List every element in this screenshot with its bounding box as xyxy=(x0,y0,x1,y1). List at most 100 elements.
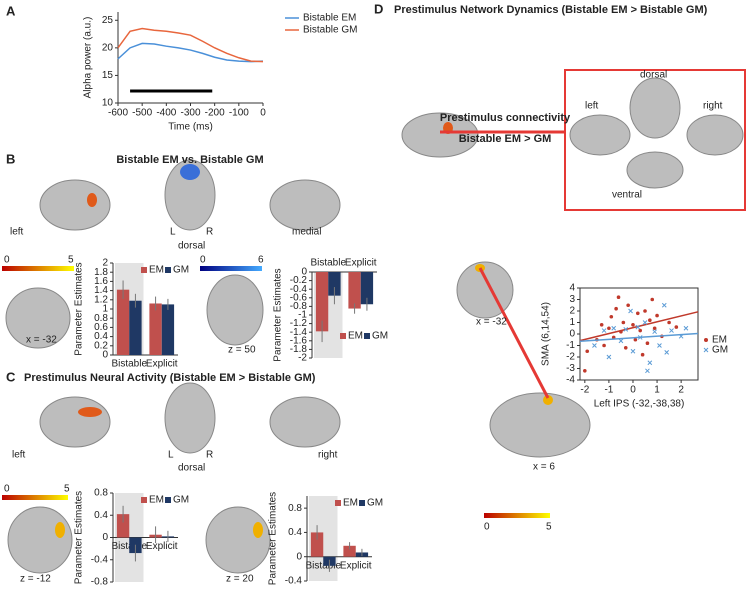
colorbar xyxy=(2,495,68,500)
brain-label: z = 50 xyxy=(228,345,256,356)
y-tick-label: -4 xyxy=(566,375,575,386)
brain-label: x = 6 xyxy=(533,462,555,473)
point xyxy=(618,338,624,344)
point xyxy=(640,352,645,357)
brain-label: Bistable EM > GM xyxy=(459,133,552,145)
legend-label: GM xyxy=(173,495,189,506)
y-tick-label: -1.6 xyxy=(290,335,308,346)
y-tick-label: 0.8 xyxy=(288,503,302,514)
colorbar-label: 0 xyxy=(4,484,10,495)
x-tick-label: Bistable xyxy=(111,359,147,370)
colorbar-label: 0 xyxy=(484,522,490,533)
activation xyxy=(180,164,200,180)
y-axis-label: Parameter Estimates xyxy=(273,268,284,361)
brain-label: L xyxy=(168,450,174,461)
point xyxy=(635,311,640,316)
point xyxy=(614,306,618,311)
brain-label: x = -32 xyxy=(26,335,57,346)
y-tick-label: 0 xyxy=(301,267,307,278)
y-tick-label: -0.6 xyxy=(290,292,308,303)
point xyxy=(601,328,607,333)
brain-label: left xyxy=(12,450,26,461)
brain-label: dorsal xyxy=(178,241,205,252)
legend-swatch xyxy=(335,500,341,506)
brain xyxy=(39,179,111,231)
legend-swatch xyxy=(703,347,709,353)
y-tick-label: 1 xyxy=(569,317,575,328)
highlight-box xyxy=(564,69,746,211)
brain xyxy=(626,151,684,189)
panel-label: D xyxy=(374,1,383,16)
brain xyxy=(39,396,111,448)
bar xyxy=(116,289,130,355)
point xyxy=(655,313,659,318)
point xyxy=(623,327,629,332)
y-tick-label: -1 xyxy=(298,310,307,321)
legend-label: GM xyxy=(367,498,383,509)
x-tick-label: Bistable xyxy=(310,258,346,269)
bar xyxy=(315,272,329,332)
y-tick-label: 1.8 xyxy=(94,267,108,278)
colorbar-label: 0 xyxy=(4,255,10,266)
point xyxy=(623,346,628,350)
x-tick-label: -600 xyxy=(108,108,128,119)
bar xyxy=(129,300,142,355)
point xyxy=(592,343,597,348)
legend-label: GM xyxy=(173,265,189,276)
y-tick-label: -2 xyxy=(298,353,307,364)
point xyxy=(626,303,630,308)
brain xyxy=(489,392,591,458)
point xyxy=(602,343,606,348)
y-tick-label: -2 xyxy=(566,352,575,363)
x-tick-label: 2 xyxy=(678,385,684,396)
brain xyxy=(269,179,341,231)
x-tick-label: Explicit xyxy=(146,541,178,552)
brain xyxy=(205,506,271,574)
legend-label: EM xyxy=(712,335,727,346)
point xyxy=(633,337,638,342)
bar xyxy=(348,272,361,309)
panel-title: Prestimulus Network Dynamics (Bistable E… xyxy=(394,4,708,16)
x-tick-label: -500 xyxy=(132,108,152,119)
brain xyxy=(269,396,341,448)
point xyxy=(648,318,652,323)
brain-label: right xyxy=(318,450,338,461)
brain xyxy=(164,159,216,231)
y-axis-label: Parameter Estimates xyxy=(74,262,85,355)
y-tick-label: 0 xyxy=(296,551,302,562)
colorbar-label: 5 xyxy=(64,484,70,495)
colorbar-label: 5 xyxy=(68,255,74,266)
y-tick-label: 2 xyxy=(102,258,108,269)
brain-label: dorsal xyxy=(178,463,205,474)
brain xyxy=(164,382,216,454)
colorbar-label: 5 xyxy=(546,522,552,533)
point xyxy=(628,308,633,314)
y-tick-label: 15 xyxy=(102,70,114,81)
brain xyxy=(5,287,71,349)
y-axis-label: Parameter Estimates xyxy=(74,491,85,584)
brain xyxy=(569,114,631,156)
y-axis-label: SMA (6,14,54) xyxy=(541,302,552,366)
x-tick-label: -200 xyxy=(205,108,225,119)
point xyxy=(664,350,670,355)
point xyxy=(678,333,684,339)
point xyxy=(637,335,643,340)
point xyxy=(616,295,621,300)
y-tick-label: -1 xyxy=(566,340,575,351)
point xyxy=(642,320,648,325)
point xyxy=(583,369,587,373)
brains xyxy=(5,77,744,574)
y-tick-label: 0.8 xyxy=(94,488,108,499)
brain xyxy=(7,506,73,574)
point xyxy=(683,325,689,331)
legend-label: Bistable EM xyxy=(303,13,356,24)
point xyxy=(669,328,674,333)
point xyxy=(643,309,647,313)
point xyxy=(645,341,650,346)
y-tick-label: -1.2 xyxy=(290,318,308,329)
legend-swatch xyxy=(141,267,147,273)
y-tick-label: -0.8 xyxy=(290,301,308,312)
y-tick-label: 0.4 xyxy=(94,331,108,342)
legend-label: EM xyxy=(149,495,164,506)
